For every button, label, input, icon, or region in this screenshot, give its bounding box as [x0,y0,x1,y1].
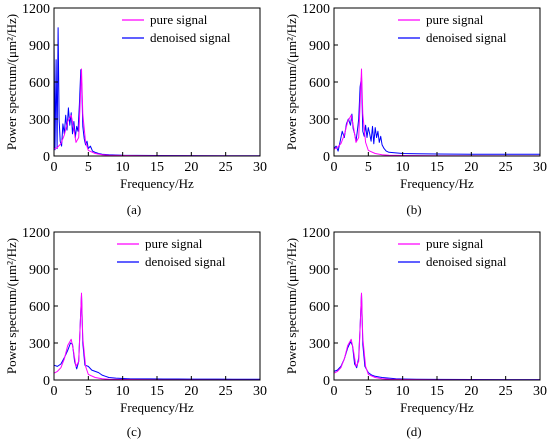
x-tick-label: 25 [219,384,233,399]
x-tick-label: 20 [184,160,198,175]
panel-label: (a) [127,202,141,217]
legend: pure signal denoised signal [398,236,507,269]
y-tick-label: 600 [29,300,50,315]
y-tick-label: 1200 [302,226,330,241]
x-tick-label: 5 [85,160,92,175]
x-axis-label: Frequency/Hz [400,176,474,191]
chart-panel-4: 0 5 10 15 20 25 3003006009001200Frequency/HzPo… [284,226,547,439]
legend-label-denoised: denoised signal [426,254,507,269]
chart-panel-3: 0 5 10 15 20 25 3003006009001200Frequency/HzPo… [4,226,267,439]
panel-label: (d) [406,424,421,439]
chart-panel-2: 0 5 10 15 20 25 3003006009001200Frequency/HzPo… [284,2,547,217]
legend-label-pure: pure signal [426,12,484,27]
legend: pure signal denoised signal [117,236,226,269]
x-tick-label: 15 [150,384,164,399]
y-tick-label: 0 [323,150,330,165]
x-tick-label: 0 [51,384,58,399]
series-pure-signal [333,68,541,157]
x-axis-label: Frequency/Hz [400,400,474,415]
x-tick-label: 0 [51,160,58,175]
y-tick-label: 300 [309,113,330,128]
legend-label-denoised: denoised signal [150,30,231,45]
y-axis-label: Power spectrum/(μm²/Hz) [284,14,299,150]
x-tick-label: 25 [219,160,233,175]
y-tick-label: 1200 [302,2,330,17]
x-tick-label: 30 [533,384,547,399]
y-tick-label: 0 [43,374,50,389]
y-axis-label: Power spectrum/(μm²/Hz) [4,238,19,374]
y-tick-label: 900 [29,39,50,54]
y-tick-label: 0 [43,150,50,165]
x-tick-label: 10 [396,160,410,175]
x-tick-label: 20 [464,160,478,175]
y-tick-label: 600 [309,76,330,91]
series-denoised-signal [333,76,540,155]
x-tick-label: 30 [253,160,267,175]
x-tick-label: 0 [331,384,338,399]
y-tick-label: 1200 [22,226,50,241]
series-pure-signal [53,68,261,157]
legend-label-pure: pure signal [145,236,203,251]
x-tick-label: 30 [533,160,547,175]
x-tick-label: 0 [331,160,338,175]
y-tick-label: 1200 [22,2,50,17]
x-tick-label: 25 [499,160,513,175]
y-tick-label: 900 [29,263,50,278]
x-tick-label: 5 [85,384,92,399]
y-tick-label: 0 [323,374,330,389]
y-tick-label: 900 [309,39,330,54]
y-axis-label: Power spectrum/(μm²/Hz) [284,238,299,374]
series-denoised-signal [333,293,540,381]
y-tick-label: 600 [309,300,330,315]
legend: pure signal denoised signal [122,12,231,45]
x-tick-label: 20 [464,384,478,399]
y-axis-label: Power spectrum/(μm²/Hz) [4,14,19,150]
x-tick-label: 15 [150,160,164,175]
legend-label-pure: pure signal [426,236,484,251]
panel-label: (b) [406,202,421,217]
x-tick-label: 30 [253,384,267,399]
y-tick-label: 600 [29,76,50,91]
x-axis-label: Frequency/Hz [120,176,194,191]
x-axis-label: Frequency/Hz [120,400,194,415]
series-denoised-signal [53,294,260,380]
chart-panel-1: 0 5 10 15 20 25 3003006009001200Frequency/HzPo… [4,2,267,217]
series-pure-signal [53,292,261,381]
x-tick-label: 15 [430,160,444,175]
x-tick-label: 5 [365,160,372,175]
x-tick-label: 15 [430,384,444,399]
y-tick-label: 300 [29,337,50,352]
legend-label-denoised: denoised signal [426,30,507,45]
panel-label: (c) [127,424,141,439]
y-tick-label: 300 [309,337,330,352]
y-tick-label: 300 [29,113,50,128]
x-tick-label: 10 [116,384,130,399]
series-pure-signal [333,292,541,381]
x-tick-label: 25 [499,384,513,399]
x-tick-label: 20 [184,384,198,399]
legend-label-denoised: denoised signal [145,254,226,269]
x-tick-label: 5 [365,384,372,399]
x-tick-label: 10 [396,384,410,399]
legend: pure signal denoised signal [398,12,507,45]
x-tick-label: 10 [116,160,130,175]
y-tick-label: 900 [309,263,330,278]
legend-label-pure: pure signal [150,12,208,27]
